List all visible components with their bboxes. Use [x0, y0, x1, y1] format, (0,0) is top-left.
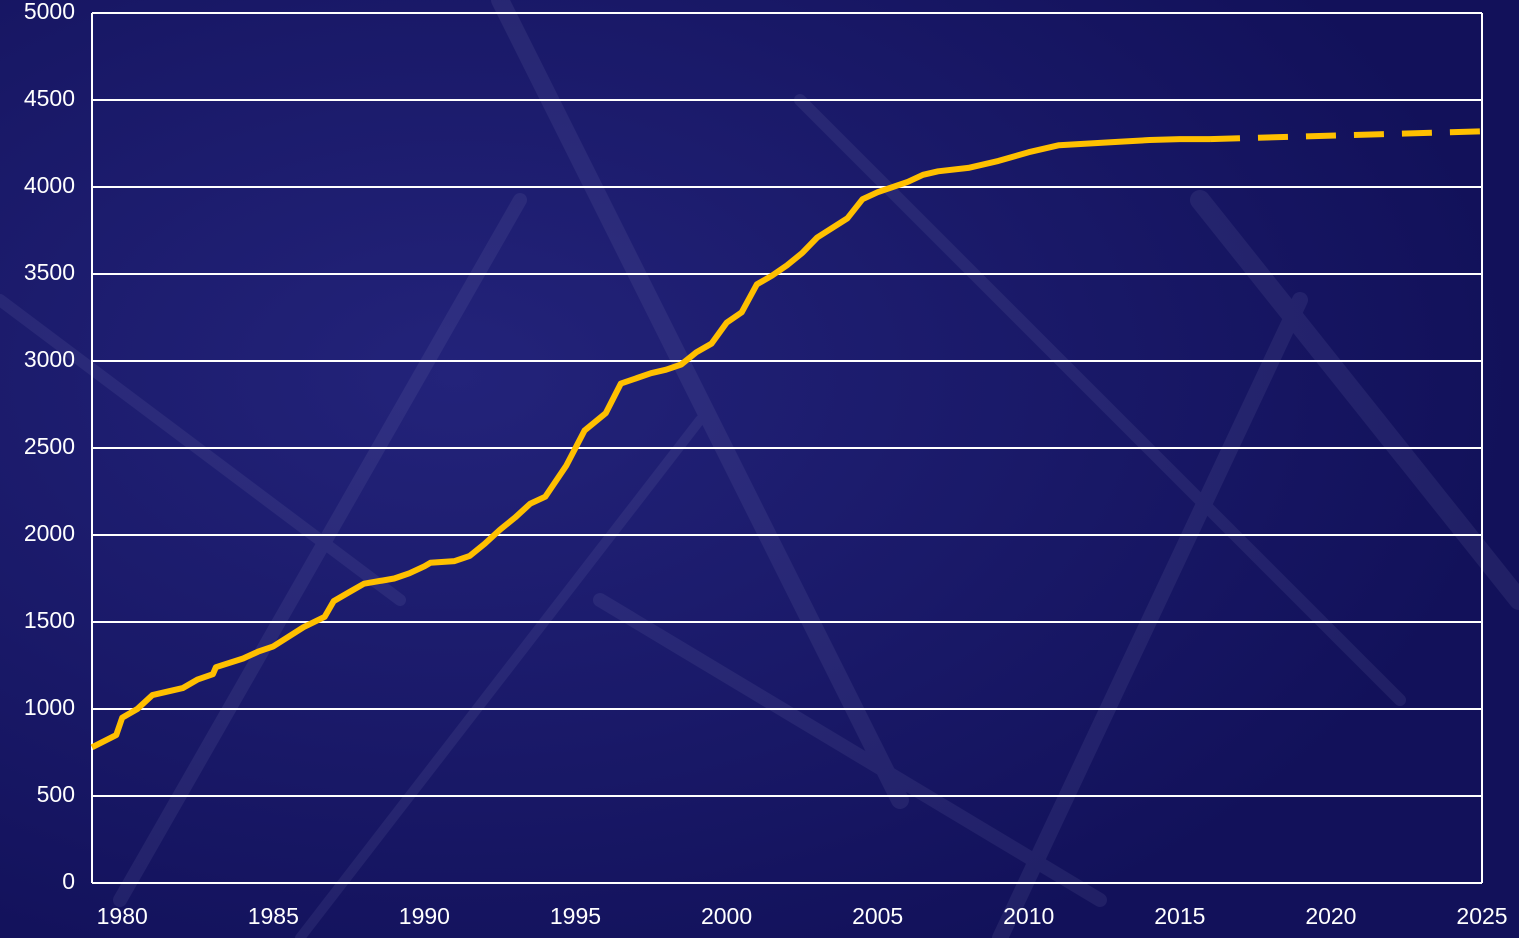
y-tick-label: 3000 [24, 346, 75, 372]
y-tick-label: 0 [62, 868, 75, 894]
x-tick-label: 1980 [97, 903, 148, 929]
x-tick-label: 2025 [1456, 903, 1507, 929]
page: {"chart_data": { "type": "line", "x": [1… [0, 0, 1519, 938]
y-tick-label: 5000 [24, 0, 75, 24]
x-tick-label: 2020 [1305, 903, 1356, 929]
y-tick-label: 500 [37, 781, 75, 807]
y-tick-label: 4000 [24, 172, 75, 198]
y-tick-label: 2500 [24, 433, 75, 459]
x-tick-label: 2015 [1154, 903, 1205, 929]
y-tick-label: 4500 [24, 85, 75, 111]
x-tick-label: 1985 [248, 903, 299, 929]
y-tick-label: 2000 [24, 520, 75, 546]
x-tick-label: 1995 [550, 903, 601, 929]
y-tick-label: 1000 [24, 694, 75, 720]
x-tick-label: 2000 [701, 903, 752, 929]
y-tick-label: 3500 [24, 259, 75, 285]
x-tick-label: 2010 [1003, 903, 1054, 929]
chart: 0 500 1000 1500 2000 2500 3000 3500 4000 4500 5000… [0, 0, 1519, 938]
y-tick-label: 1500 [24, 607, 75, 633]
x-tick-label: 2005 [852, 903, 903, 929]
x-tick-label: 1990 [399, 903, 450, 929]
